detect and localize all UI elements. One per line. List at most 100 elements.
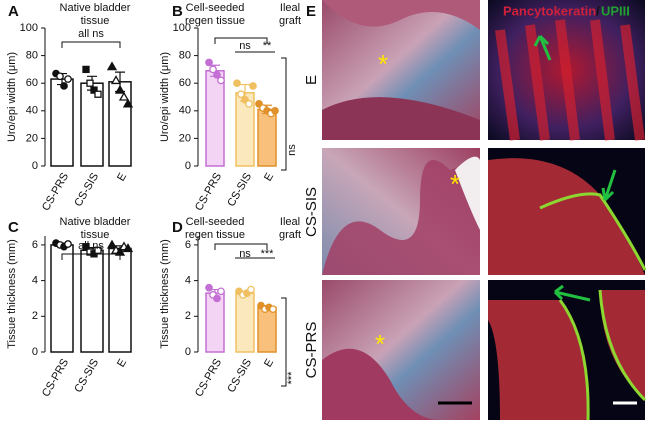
tissue-region <box>322 160 480 275</box>
annotation: *** <box>286 371 298 385</box>
bar <box>50 244 74 353</box>
panel-letter: C <box>8 219 19 236</box>
y-tick-label: 0 <box>32 346 38 358</box>
y-axis-label: Tissue thickness (mm) <box>159 239 171 349</box>
row-label: E <box>303 75 320 85</box>
data-point <box>237 90 245 99</box>
x-tick-label: CS-SIS <box>225 357 254 395</box>
header-slash: / <box>596 3 600 18</box>
bracket <box>214 37 268 44</box>
y-tick-label: 20 <box>179 132 191 144</box>
y-axis-label: Uro/epi width (μm) <box>159 52 171 142</box>
data-point <box>90 86 98 94</box>
y-tick-label: 40 <box>179 105 191 117</box>
bracket <box>61 253 121 260</box>
y-axis-label: Tissue thickness (mm) <box>6 239 18 349</box>
x-tick-label: CS-PRS <box>193 357 224 399</box>
chart-subtitle: Ileal <box>280 2 300 14</box>
data-point <box>209 65 217 74</box>
chart-title: regen tissue <box>185 15 245 27</box>
marker-asterisk: * <box>378 49 388 79</box>
x-tick-label: CS-PRS <box>40 171 71 213</box>
bar <box>205 292 225 353</box>
header-red: Pancytokeratin <box>503 3 596 18</box>
y-tick-label: 100 <box>173 22 191 34</box>
bar <box>108 247 132 353</box>
epithelium <box>488 158 645 275</box>
y-tick-label: 2 <box>185 310 191 322</box>
upiii-stain <box>558 289 647 421</box>
bar <box>257 108 277 167</box>
data-point <box>122 243 134 253</box>
y-tick-label: 0 <box>185 346 191 358</box>
bracket <box>281 57 287 171</box>
data-point <box>110 75 122 85</box>
chart-title: Native bladder <box>60 2 131 14</box>
data-point <box>233 79 241 88</box>
y-tick-label: 6 <box>185 239 191 251</box>
data-point <box>94 246 102 254</box>
annotation: all ns <box>78 28 104 40</box>
arrows <box>533 34 617 302</box>
epithelium <box>495 19 645 141</box>
x-tick-label: CS-SIS <box>72 171 101 209</box>
data-point <box>213 294 221 303</box>
y-tick-label: 0 <box>185 160 191 172</box>
data-point <box>217 76 225 85</box>
arrow <box>553 284 591 302</box>
x-tick-label: E <box>262 171 276 183</box>
data-point <box>64 75 72 83</box>
annotation: ns <box>286 144 298 156</box>
data-point <box>56 72 64 81</box>
data-point <box>118 91 130 101</box>
data-point <box>205 283 213 292</box>
data-point <box>82 65 90 74</box>
tissue-region <box>322 97 480 140</box>
data-point <box>247 285 255 294</box>
x-tick-label: E <box>262 357 276 369</box>
bar <box>108 81 132 167</box>
chart-title: tissue <box>81 15 110 27</box>
chart-subtitle: graft <box>279 229 301 241</box>
panel-letter: E <box>306 3 316 20</box>
y-tick-label: 4 <box>32 275 38 287</box>
bar <box>50 78 74 167</box>
epithelium <box>600 290 645 400</box>
annotation: *** <box>261 248 275 260</box>
x-tick-label: E <box>115 357 129 369</box>
marker-asterisk: * <box>450 169 460 199</box>
data-point <box>106 61 118 71</box>
x-tick-label: CS-PRS <box>193 171 224 213</box>
panel-letter: B <box>172 3 183 20</box>
chart-title: Cell-seeded <box>186 2 245 14</box>
data-point <box>82 243 90 251</box>
bar <box>80 249 104 353</box>
data-point <box>64 240 72 248</box>
chart-title: tissue <box>81 229 110 241</box>
header-green: UPIII <box>601 3 630 18</box>
image-panel: * * * E Pancytokeratin / UPIII E CS-SIS … <box>303 0 647 421</box>
bar <box>235 292 255 353</box>
chart-title: regen tissue <box>185 229 245 241</box>
data-point <box>205 58 213 67</box>
row-label: CS-SIS <box>303 187 320 237</box>
epithelium <box>488 300 589 420</box>
annotation: ns <box>239 40 251 52</box>
arrow <box>533 34 552 61</box>
y-tick-label: 40 <box>26 105 38 117</box>
asterisks: * * * <box>375 49 460 359</box>
data-point <box>245 100 253 108</box>
data-point <box>213 71 221 79</box>
x-tick-label: CS-SIS <box>225 171 254 209</box>
data-point <box>269 305 277 314</box>
chart-subtitle: Ileal <box>280 216 300 228</box>
y-tick-label: 80 <box>26 50 38 62</box>
tissue-region <box>322 0 480 30</box>
tissue-region <box>322 348 440 420</box>
row-label: CS-PRS <box>303 322 320 379</box>
y-tick-label: 20 <box>26 132 38 144</box>
x-tick-label: CS-SIS <box>72 357 101 395</box>
